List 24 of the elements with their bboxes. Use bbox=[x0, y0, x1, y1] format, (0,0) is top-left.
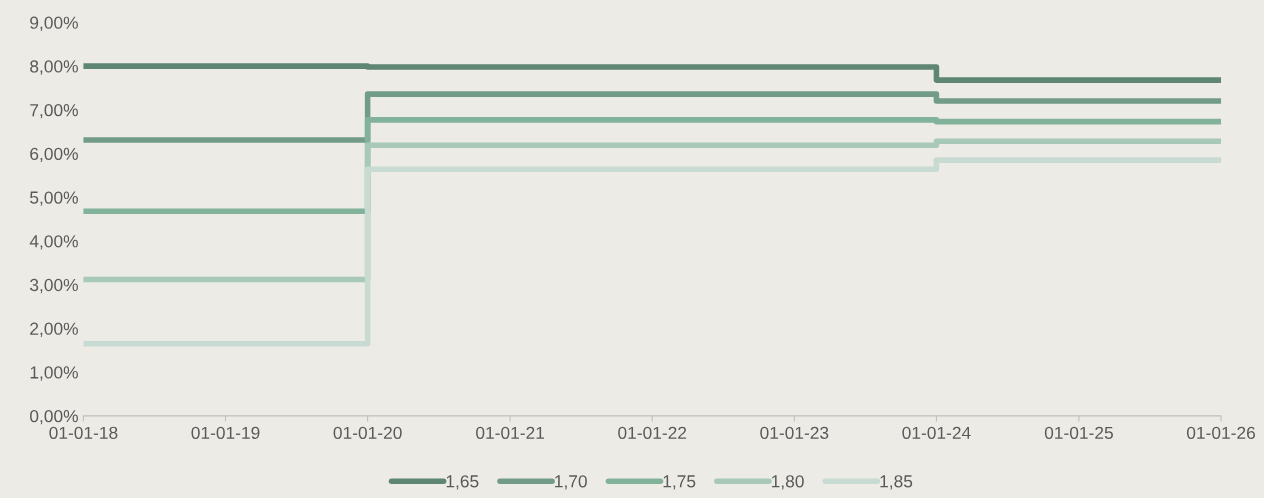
legend-label: 1,80 bbox=[772, 475, 804, 490]
x-tick-label: 01-01-22 bbox=[618, 426, 687, 439]
x-tick-label: 01-01-24 bbox=[902, 426, 971, 439]
x-tick-label: 01-01-19 bbox=[191, 426, 260, 439]
x-tick-label: 01-01-18 bbox=[49, 426, 118, 439]
legend-label: 1,75 bbox=[663, 475, 696, 490]
x-tick-label: 01-01-25 bbox=[1044, 426, 1113, 439]
y-tick-label: 5,00% bbox=[30, 191, 78, 206]
x-tick-label: 01-01-20 bbox=[333, 426, 402, 439]
legend-label: 1,65 bbox=[446, 475, 479, 490]
y-tick-label: 1,00% bbox=[30, 366, 78, 381]
y-tick-label: 7,00% bbox=[30, 104, 78, 119]
legend-label: 1,85 bbox=[880, 475, 913, 490]
y-tick-label: 6,00% bbox=[30, 147, 78, 163]
y-tick-label: 9,00% bbox=[30, 16, 78, 31]
legend-label: 1,70 bbox=[555, 475, 587, 490]
y-tick-label: 0,00% bbox=[30, 410, 78, 425]
y-tick-label: 3,00% bbox=[30, 278, 78, 294]
x-tick-label: 01-01-23 bbox=[760, 426, 829, 439]
y-tick-label: 2,00% bbox=[30, 322, 78, 337]
y-tick-label: 8,00% bbox=[30, 60, 78, 75]
y-tick-label: 4,00% bbox=[29, 235, 78, 250]
x-tick-label: 01-01-21 bbox=[476, 426, 545, 439]
x-tick-label: 01-01-26 bbox=[1186, 426, 1256, 439]
